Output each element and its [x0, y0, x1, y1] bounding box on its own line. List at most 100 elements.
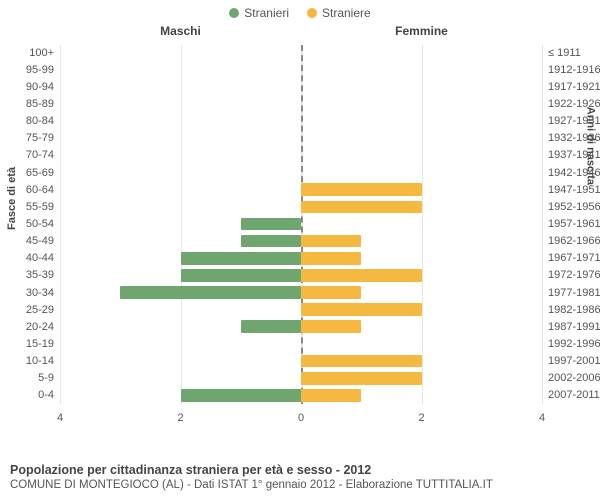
- male-half: [60, 267, 301, 284]
- x-tick: 0: [298, 412, 304, 424]
- age-row: 60-641947-1951: [60, 181, 542, 198]
- x-tick: 2: [177, 412, 183, 424]
- male-half: [60, 181, 301, 198]
- x-tick: 4: [57, 412, 63, 424]
- male-half: [60, 215, 301, 232]
- birth-year-label: 1967-1971: [542, 252, 600, 264]
- age-row: 45-491962-1966: [60, 233, 542, 250]
- age-row: 25-291982-1986: [60, 301, 542, 318]
- female-half: [301, 250, 542, 267]
- age-label: 30-34: [26, 287, 60, 299]
- male-swatch: [229, 8, 239, 18]
- female-half: [301, 233, 542, 250]
- male-half: [60, 44, 301, 61]
- birth-year-label: 1922-1926: [542, 98, 600, 110]
- age-row: 0-42007-2011: [60, 387, 542, 404]
- birth-year-label: 1952-1956: [542, 201, 600, 213]
- age-label: 10-14: [26, 355, 60, 367]
- age-row: 90-941917-1921: [60, 78, 542, 95]
- birth-year-label: 1997-2001: [542, 355, 600, 367]
- male-half: [60, 370, 301, 387]
- male-half: [60, 250, 301, 267]
- birth-year-label: 1957-1961: [542, 218, 600, 230]
- legend-item-female: Straniere: [307, 6, 371, 20]
- male-half: [60, 198, 301, 215]
- male-bar: [241, 218, 301, 231]
- male-bar: [120, 286, 301, 299]
- female-bar: [301, 235, 361, 248]
- age-row: 65-691942-1946: [60, 164, 542, 181]
- male-half: [60, 335, 301, 352]
- female-bar: [301, 372, 422, 385]
- age-label: 40-44: [26, 252, 60, 264]
- age-row: 80-841927-1931: [60, 113, 542, 130]
- legend-item-male: Stranieri: [229, 6, 289, 20]
- age-label: 5-9: [38, 372, 60, 384]
- female-bar: [301, 183, 422, 196]
- age-row: 40-441967-1971: [60, 250, 542, 267]
- section-title-female: Femmine: [301, 24, 542, 38]
- birth-year-label: 1937-1941: [542, 149, 600, 161]
- x-tick: 2: [418, 412, 424, 424]
- female-bar: [301, 303, 422, 316]
- birth-year-label: 2007-2011: [542, 389, 600, 401]
- female-half: [301, 147, 542, 164]
- female-half: [301, 318, 542, 335]
- female-half: [301, 284, 542, 301]
- female-half: [301, 113, 542, 130]
- female-half: [301, 370, 542, 387]
- age-label: 95-99: [26, 64, 60, 76]
- legend-label-male: Stranieri: [244, 6, 289, 20]
- male-half: [60, 284, 301, 301]
- age-row: 35-391972-1976: [60, 267, 542, 284]
- age-row: 20-241987-1991: [60, 318, 542, 335]
- male-half: [60, 147, 301, 164]
- age-row: 75-791932-1936: [60, 130, 542, 147]
- age-row: 5-92002-2006: [60, 370, 542, 387]
- age-label: 50-54: [26, 218, 60, 230]
- age-label: 60-64: [26, 184, 60, 196]
- birth-year-label: 2002-2006: [542, 372, 600, 384]
- chart-footer: Popolazione per cittadinanza straniera p…: [10, 462, 590, 494]
- age-row: 15-191992-1996: [60, 335, 542, 352]
- age-row: 95-991912-1916: [60, 61, 542, 78]
- birth-year-label: 1947-1951: [542, 184, 600, 196]
- birth-year-label: 1927-1931: [542, 115, 600, 127]
- female-half: [301, 267, 542, 284]
- male-half: [60, 353, 301, 370]
- female-half: [301, 335, 542, 352]
- birth-year-label: 1962-1966: [542, 235, 600, 247]
- x-axis: 42024: [60, 408, 542, 428]
- age-label: 65-69: [26, 167, 60, 179]
- age-label: 80-84: [26, 115, 60, 127]
- male-bar: [181, 389, 302, 402]
- female-bar: [301, 320, 361, 333]
- birth-year-label: 1912-1916: [542, 64, 600, 76]
- female-half: [301, 44, 542, 61]
- birth-year-label: ≤ 1911: [542, 47, 581, 59]
- birth-year-label: 1972-1976: [542, 269, 600, 281]
- age-row: 100+≤ 1911: [60, 44, 542, 61]
- age-row: 55-591952-1956: [60, 198, 542, 215]
- female-half: [301, 301, 542, 318]
- female-half: [301, 130, 542, 147]
- age-label: 100+: [29, 47, 60, 59]
- age-row: 70-741937-1941: [60, 147, 542, 164]
- female-bar: [301, 286, 361, 299]
- female-half: [301, 78, 542, 95]
- age-label: 55-59: [26, 201, 60, 213]
- pyramid-chart: 100+≤ 191195-991912-191690-941917-192185…: [60, 38, 542, 428]
- age-label: 15-19: [26, 338, 60, 350]
- age-row: 85-891922-1926: [60, 95, 542, 112]
- female-half: [301, 198, 542, 215]
- male-bar: [181, 269, 302, 282]
- male-half: [60, 318, 301, 335]
- male-half: [60, 130, 301, 147]
- age-label: 75-79: [26, 132, 60, 144]
- male-half: [60, 113, 301, 130]
- age-row: 30-341977-1981: [60, 284, 542, 301]
- female-half: [301, 95, 542, 112]
- age-row: 10-141997-2001: [60, 353, 542, 370]
- legend-label-female: Straniere: [322, 6, 371, 20]
- age-label: 0-4: [38, 389, 60, 401]
